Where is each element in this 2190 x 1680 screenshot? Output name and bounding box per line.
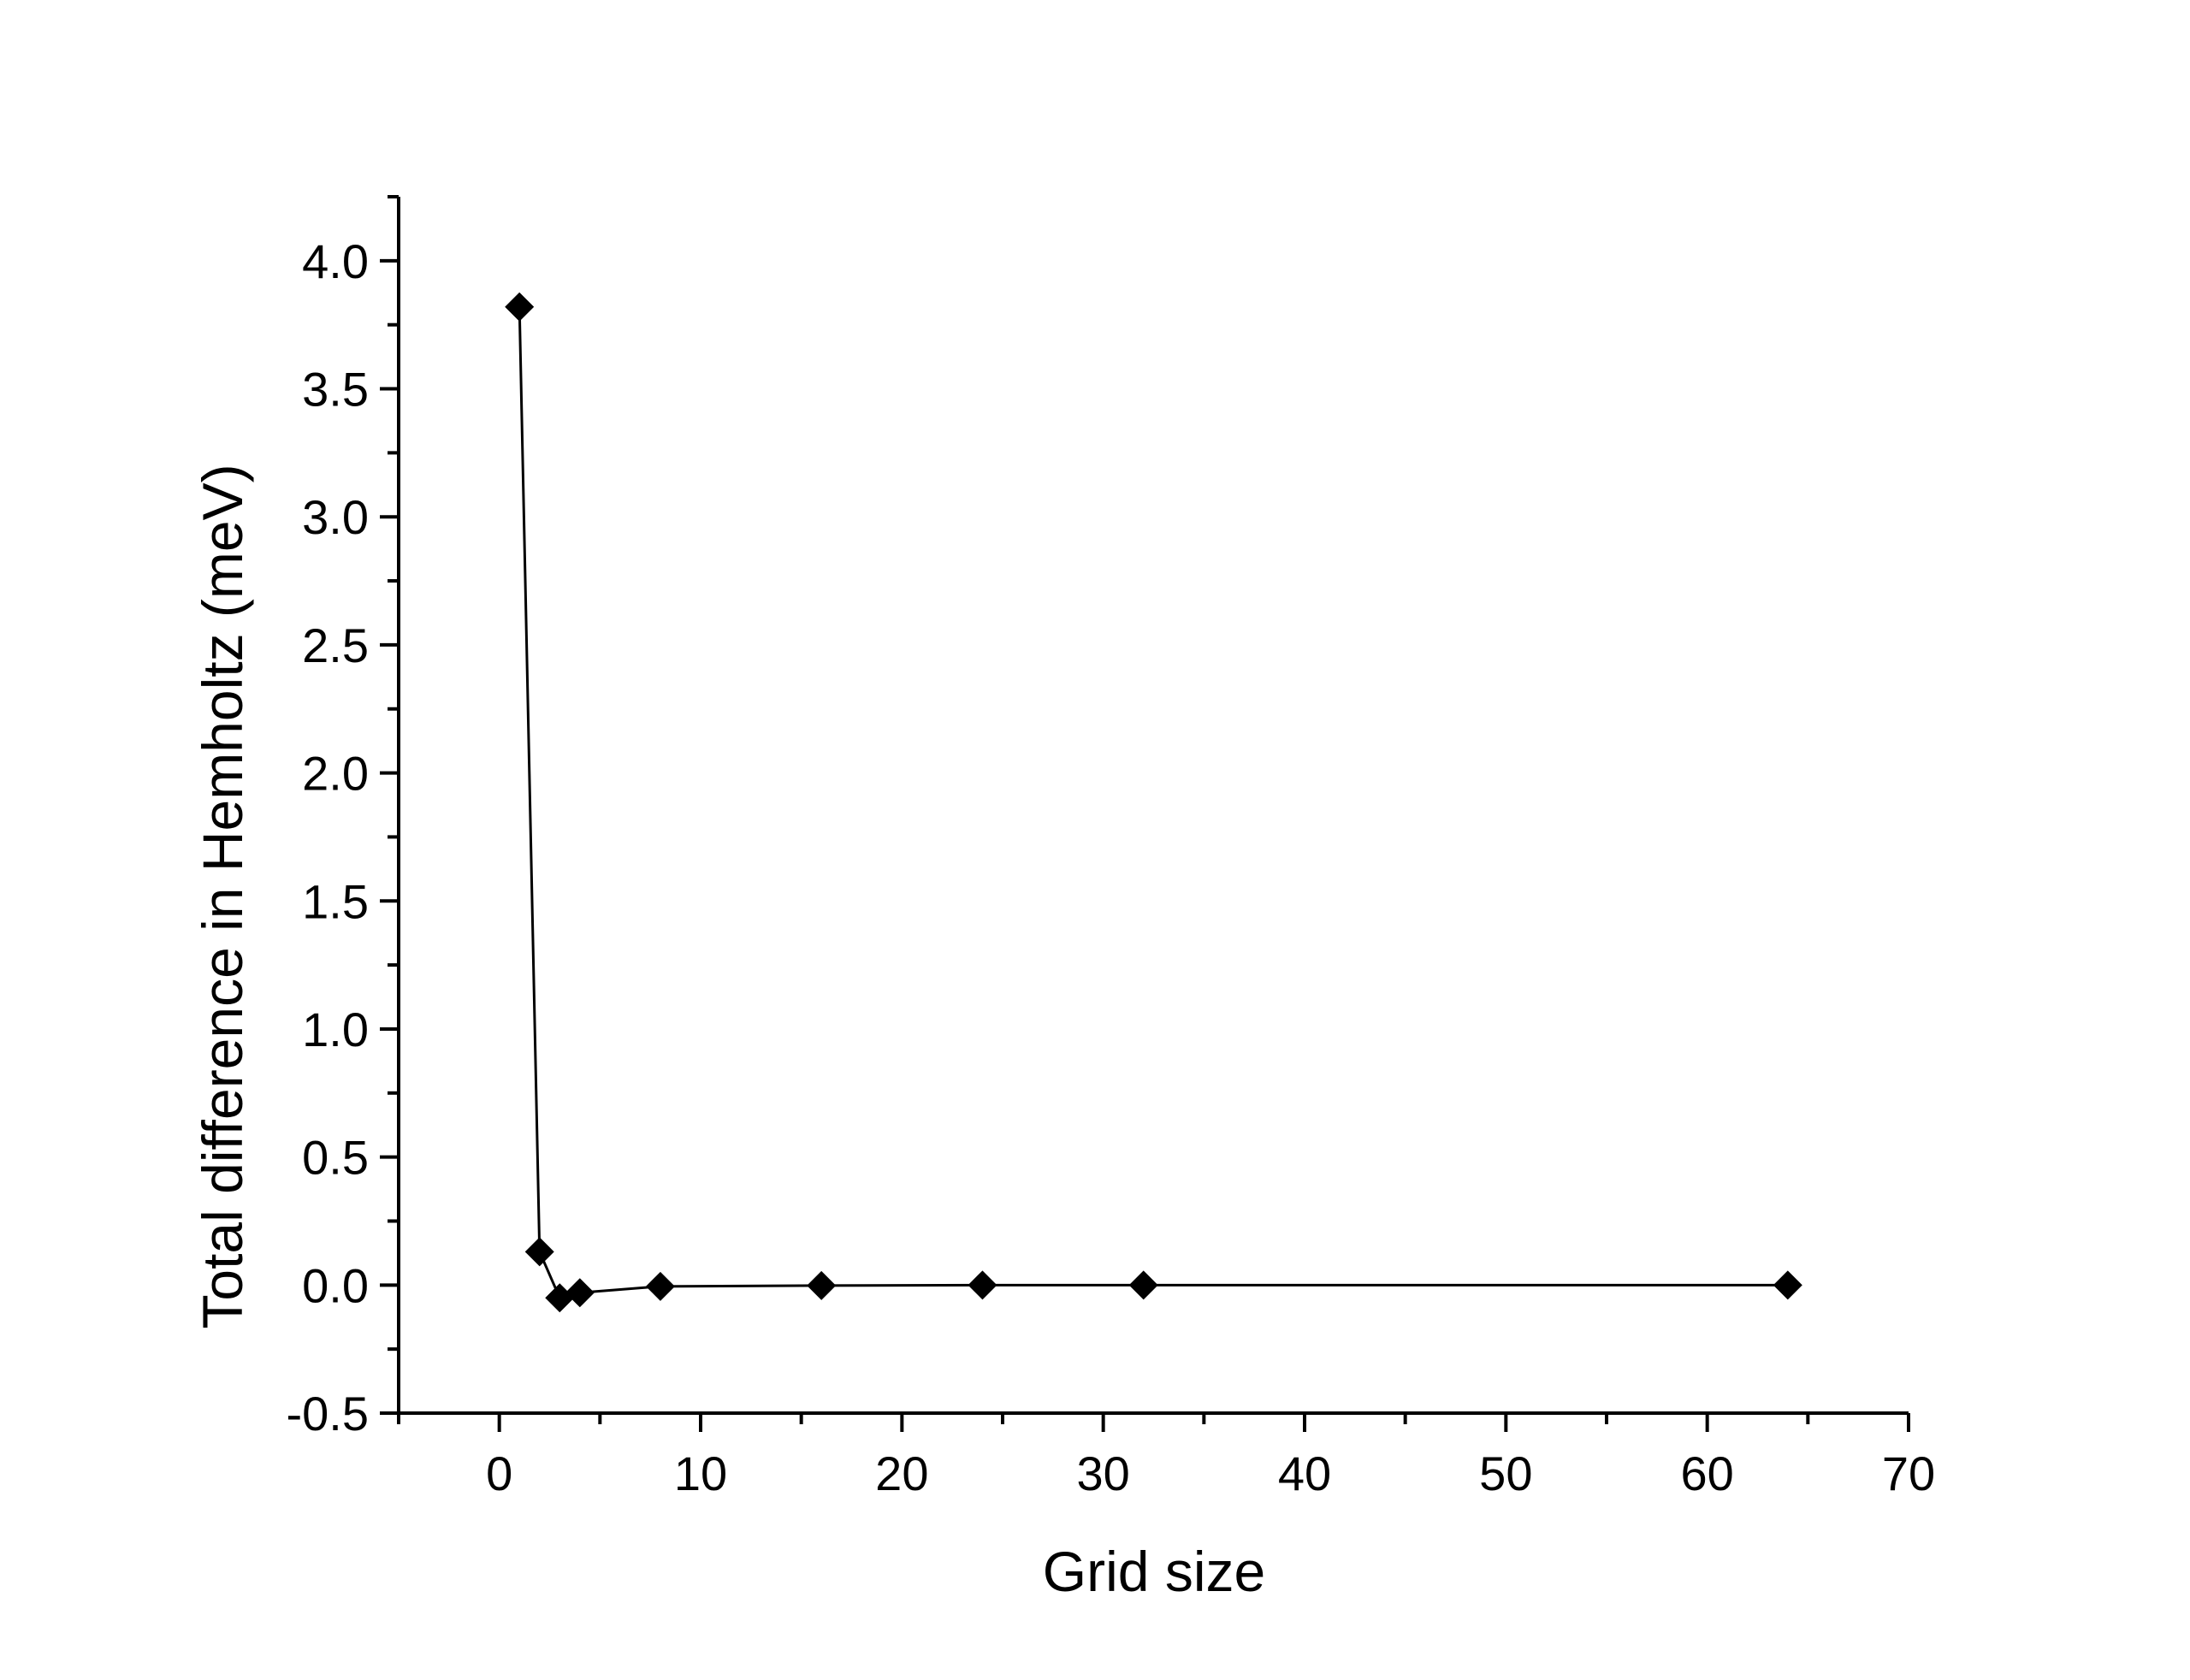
y-tick-label: 0.0 xyxy=(302,1258,369,1312)
y-tick-label: 1.0 xyxy=(302,1003,369,1056)
y-axis-title: Total difference in Hemholtz (meV) xyxy=(191,464,254,1328)
x-tick-label: 40 xyxy=(1278,1446,1331,1500)
y-tick-label: -0.5 xyxy=(287,1387,370,1440)
y-tick-label: 0.5 xyxy=(302,1131,369,1185)
x-tick-label: 0 xyxy=(486,1446,512,1500)
data-point-marker xyxy=(1128,1270,1158,1300)
x-tick-label: 50 xyxy=(1479,1446,1532,1500)
data-point-marker xyxy=(968,1270,997,1300)
data-point-marker xyxy=(565,1278,595,1308)
x-tick-label: 10 xyxy=(674,1446,727,1500)
y-tick-label: 2.0 xyxy=(302,747,369,801)
y-tick-label: 3.5 xyxy=(302,363,369,417)
x-tick-label: 70 xyxy=(1882,1446,1935,1500)
series-line xyxy=(518,306,1788,1300)
tick-labels: 0 10 20 30 40 50 60 70 -0.5 0.0 0.5 1.0 1.5 2.0 2.5 3.0… xyxy=(287,234,1936,1500)
x-tick-label: 60 xyxy=(1681,1446,1734,1500)
data-series xyxy=(505,292,1802,1313)
x-tick-label: 30 xyxy=(1077,1446,1130,1500)
y-tick-label: 3.0 xyxy=(302,490,369,544)
y-tick-label: 1.5 xyxy=(302,874,369,928)
tick-marks xyxy=(380,195,1910,1432)
data-point-marker xyxy=(645,1271,675,1301)
data-point-marker xyxy=(807,1270,837,1300)
data-point-marker xyxy=(545,1283,575,1313)
y-tick-label: 4.0 xyxy=(302,234,369,288)
y-tick-label: 2.5 xyxy=(302,618,369,672)
x-tick-label: 20 xyxy=(875,1446,928,1500)
axes xyxy=(397,197,1909,1415)
data-point-marker xyxy=(505,292,535,322)
data-point-marker xyxy=(1773,1270,1802,1300)
data-point-marker xyxy=(524,1237,554,1267)
x-axis-title: Grid size xyxy=(1043,1540,1265,1603)
